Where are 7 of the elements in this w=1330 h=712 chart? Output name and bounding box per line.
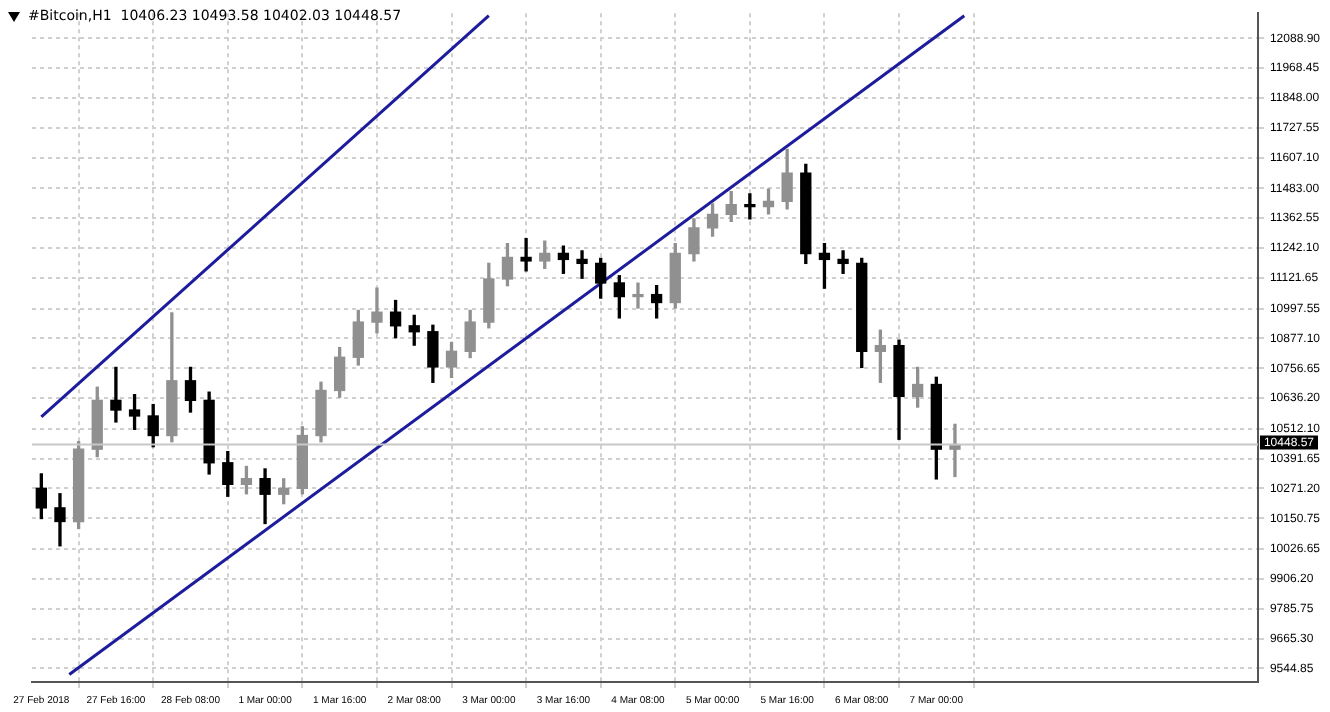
candlestick xyxy=(371,287,383,334)
candlestick xyxy=(110,366,122,423)
candlestick xyxy=(576,250,588,279)
candlestick xyxy=(837,250,849,274)
candlestick xyxy=(520,237,532,272)
candlestick xyxy=(744,193,756,220)
candlestick xyxy=(632,282,644,309)
